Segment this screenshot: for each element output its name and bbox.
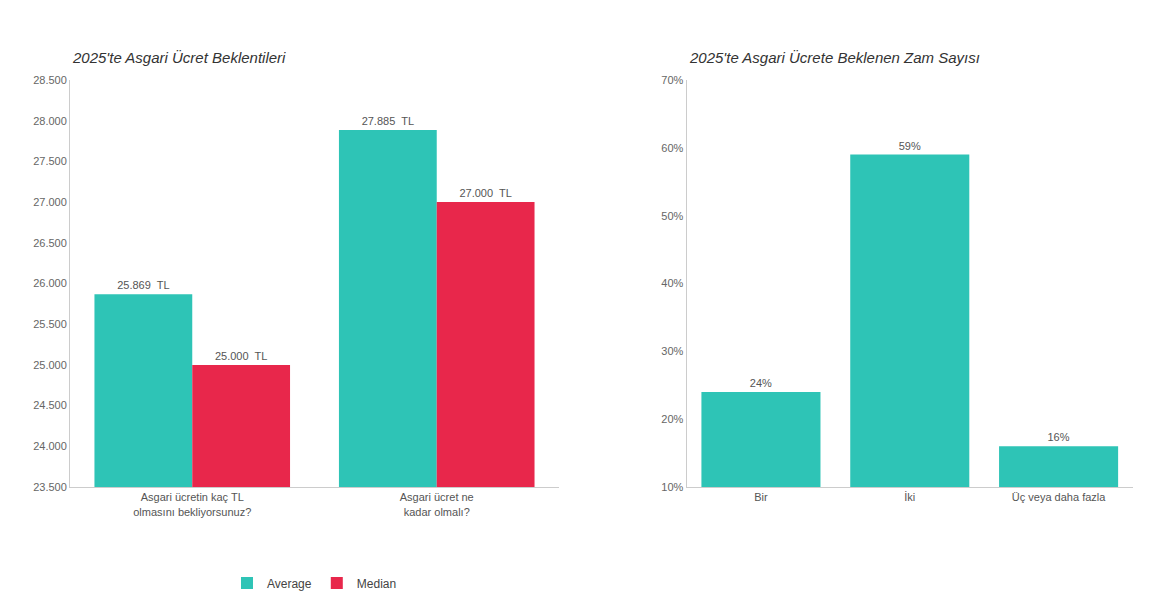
svg-text:25.500: 25.500 [33,318,67,330]
svg-text:27.000 TL: 27.000 TL [459,187,511,199]
svg-text:2025'te Asgari Ücrete Beklenen: 2025'te Asgari Ücrete Beklenen Zam Sayıs… [689,49,980,66]
svg-text:24.000: 24.000 [33,440,67,452]
svg-text:27.885 TL: 27.885 TL [362,115,414,127]
svg-text:Bir: Bir [754,491,768,503]
svg-text:Median: Median [357,577,396,591]
svg-text:23.500: 23.500 [33,481,67,493]
svg-text:30%: 30% [661,345,683,357]
svg-text:28.000: 28.000 [33,115,67,127]
svg-text:İki: İki [904,491,915,503]
svg-text:25.000: 25.000 [33,359,67,371]
svg-text:27.000: 27.000 [33,196,67,208]
svg-text:Üç veya daha fazla: Üç veya daha fazla [1012,491,1106,503]
svg-text:40%: 40% [661,277,683,289]
svg-text:27.500: 27.500 [33,155,67,167]
svg-text:28.500: 28.500 [33,74,67,86]
svg-text:26.000: 26.000 [33,277,67,289]
svg-text:Asgari ücretin kaç TLolmasını: Asgari ücretin kaç TLolmasını bekliyorsu… [133,491,251,517]
svg-text:2025'te Asgari Ücret Beklentil: 2025'te Asgari Ücret Beklentileri [72,49,286,66]
svg-text:25.869 TL: 25.869 TL [117,279,169,291]
svg-text:50%: 50% [661,210,683,222]
svg-text:16%: 16% [1047,431,1069,443]
svg-text:60%: 60% [661,142,683,154]
svg-text:Average: Average [267,577,312,591]
svg-text:24%: 24% [750,377,772,389]
svg-text:Asgari ücret nekadar olmalı?: Asgari ücret nekadar olmalı? [400,491,474,517]
svg-text:70%: 70% [661,74,683,86]
svg-text:25.000 TL: 25.000 TL [215,350,267,362]
svg-text:59%: 59% [899,140,921,152]
svg-text:10%: 10% [661,481,683,493]
svg-text:24.500: 24.500 [33,399,67,411]
svg-text:26.500: 26.500 [33,237,67,249]
svg-text:20%: 20% [661,413,683,425]
